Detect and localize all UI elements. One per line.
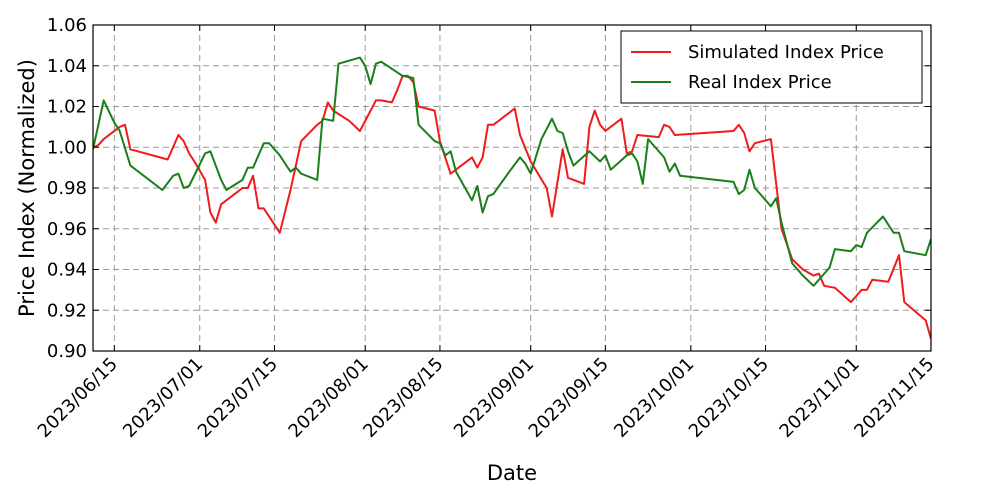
y-axis: 0.90 0.92 0.94 0.96 0.98 1.00 1.02 1.04 1.06 — [47, 15, 931, 362]
series-layer — [93, 56, 931, 340]
legend: Simulated Index Price Real Index Price — [620, 30, 923, 104]
series-line-simulated-index-price — [93, 74, 931, 340]
x-tick-label: 2023/11/15 — [850, 354, 938, 442]
y-tick-label: 0.92 — [47, 300, 87, 321]
y-tick-label: 1.04 — [47, 56, 87, 77]
y-tick-label: 1.06 — [47, 15, 87, 36]
y-axis-title: Price Index (Normalized) — [15, 59, 39, 317]
y-tick-label: 1.02 — [47, 97, 87, 118]
x-tick-label: 2023/09/15 — [525, 354, 613, 442]
legend-frame — [620, 30, 923, 104]
y-tick-label: 0.98 — [47, 178, 87, 199]
x-axis-title: Date — [487, 461, 537, 485]
y-tick-label: 0.96 — [47, 219, 87, 240]
legend-label: Simulated Index Price — [688, 42, 884, 63]
series-line-real-index-price — [93, 56, 931, 287]
y-tick-label: 1.00 — [47, 137, 87, 158]
y-tick-label: 0.94 — [47, 260, 87, 281]
x-tick-label: 2023/10/15 — [685, 354, 773, 442]
x-tick-label: 2023/06/15 — [34, 354, 122, 442]
y-tick-label: 0.90 — [47, 341, 87, 362]
legend-label: Real Index Price — [688, 72, 832, 93]
x-tick-label: 2023/08/15 — [359, 354, 447, 442]
x-tick-label: 2023/07/15 — [194, 354, 282, 442]
